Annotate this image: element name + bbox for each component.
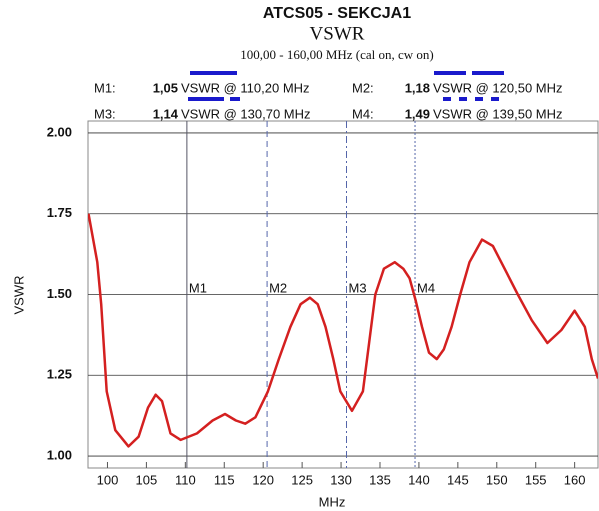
x-axis-label: MHz <box>319 494 346 509</box>
legend-label: M2: <box>352 80 374 95</box>
legend-label: M3: <box>94 106 116 121</box>
marker-label: M2 <box>269 280 287 295</box>
legend-text: VSWR @ 139,50 MHz <box>433 106 563 121</box>
marker-label: M3 <box>349 280 367 295</box>
legend-text: VSWR @ 110,20 MHz <box>181 80 310 95</box>
legend-text: VSWR @ 130,70 MHz <box>181 106 311 121</box>
y-tick-label: 2.00 <box>47 124 72 139</box>
x-tick-label: 115 <box>214 472 235 487</box>
x-tick-label: 120 <box>252 472 274 487</box>
legend-text: VSWR @ 120,50 MHz <box>433 80 563 95</box>
x-tick-label: 145 <box>447 472 469 487</box>
x-tick-label: 105 <box>136 472 158 487</box>
legend-value: 1,14 <box>153 106 179 121</box>
x-tick-label: 140 <box>408 472 430 487</box>
legend-value: 1,49 <box>405 106 430 121</box>
marker-label: M4 <box>417 280 435 295</box>
legend-label: M1: <box>94 80 116 95</box>
legend-value: 1,18 <box>405 80 430 95</box>
y-tick-label: 1.25 <box>47 367 72 382</box>
chart-title: ATCS05 - SEKCJA1 <box>263 5 411 22</box>
y-tick-label: 1.00 <box>47 447 72 462</box>
x-tick-label: 150 <box>486 472 508 487</box>
x-tick-label: 155 <box>525 472 547 487</box>
chart-subtitle: VSWR <box>310 23 365 44</box>
y-tick-label: 1.75 <box>47 205 72 220</box>
x-tick-label: 135 <box>369 472 391 487</box>
x-tick-label: 110 <box>175 472 196 487</box>
range-text: 100,00 - 160,00 MHz (cal on, cw on) <box>240 47 434 62</box>
x-tick-label: 130 <box>330 472 352 487</box>
x-tick-label: 100 <box>97 472 119 487</box>
x-tick-label: 160 <box>564 472 586 487</box>
marker-label: M1 <box>189 280 207 295</box>
y-tick-label: 1.50 <box>47 286 72 301</box>
y-axis-label: VSWR <box>11 276 26 315</box>
legend-value: 1,05 <box>153 80 178 95</box>
x-tick-label: 125 <box>291 472 313 487</box>
legend-label: M4: <box>352 106 374 121</box>
series-line <box>88 213 598 448</box>
